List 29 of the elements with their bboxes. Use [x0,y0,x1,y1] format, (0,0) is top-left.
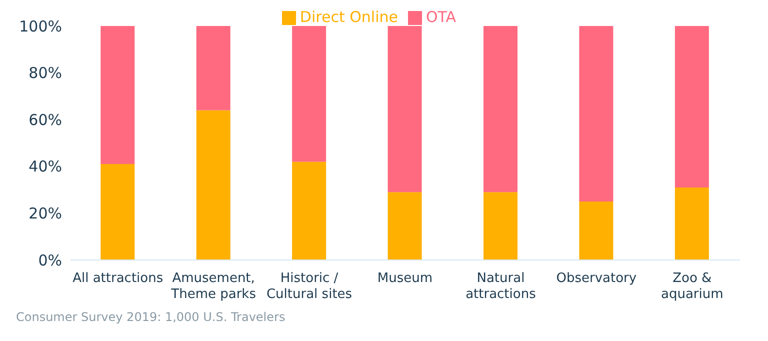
bar [483,192,518,260]
bar [674,26,709,188]
x-tick-label: Museum [377,271,433,286]
y-tick-label: 20% [28,204,62,223]
y-tick-label: 100% [19,17,62,36]
bar [196,26,230,110]
bar [196,110,230,260]
x-tick-label: Observatory [556,271,637,286]
text: Consumer Survey 2019: 1,000 U.S. Travelers [16,310,286,324]
legend-label: Direct Online [300,8,398,26]
bar [579,202,614,260]
x-tick-label: Natural attractions [466,271,536,302]
bar [292,26,326,162]
bar [100,164,135,260]
x-tick-label: All attractions [72,271,164,286]
x-tick-label: Historic / Cultural sites [266,271,352,302]
bar [579,26,614,202]
y-tick-label: 40% [28,158,62,176]
bar [674,187,709,260]
bar [483,26,518,192]
legend-label: OTA [426,8,456,26]
y-tick-label: 60% [28,110,62,129]
bar [292,162,326,260]
bar [388,192,422,260]
x-tick-label: Amusement, Theme parks [170,271,256,302]
bar [100,26,135,164]
y-tick-label: 80% [28,64,62,82]
x-tick-label: Zoo & aquarium [660,271,724,302]
y-tick-label: 0% [38,251,62,270]
